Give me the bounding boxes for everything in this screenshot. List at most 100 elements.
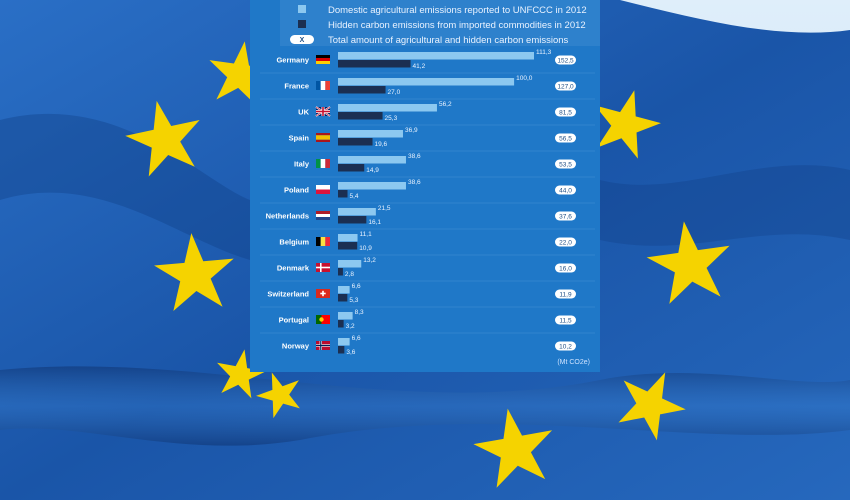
bar-domestic bbox=[338, 52, 534, 60]
value-label-hidden: 16,1 bbox=[368, 219, 381, 226]
legend-swatch-2 bbox=[290, 35, 314, 44]
legend-swatch-1 bbox=[298, 20, 306, 28]
germany-flag-icon bbox=[316, 55, 330, 64]
bar-domestic bbox=[338, 312, 353, 320]
switzerland-flag-icon bbox=[316, 289, 330, 298]
total-label: 10,2 bbox=[559, 343, 572, 350]
value-label-hidden: 10,9 bbox=[359, 245, 372, 252]
category-label: Norway bbox=[282, 342, 310, 351]
total-badge bbox=[555, 159, 576, 169]
bar-hidden bbox=[338, 112, 383, 120]
value-label-hidden: 25,3 bbox=[385, 115, 398, 122]
row-poland: Poland 38,6 5,4 44,0 bbox=[260, 179, 595, 204]
total-label: 81,5 bbox=[559, 109, 572, 116]
row-portugal: Portugal 8,33,2 11,5 bbox=[260, 309, 595, 334]
total-label: 16,0 bbox=[559, 265, 572, 272]
bar-domestic bbox=[338, 260, 362, 268]
value-label-hidden: 5,4 bbox=[350, 193, 359, 200]
bar-domestic bbox=[338, 286, 350, 294]
value-label-domestic: 13,2 bbox=[363, 257, 376, 264]
category-label: France bbox=[284, 82, 309, 91]
bar-hidden bbox=[338, 138, 373, 146]
total-label: 152,5 bbox=[557, 57, 574, 64]
bar-domestic bbox=[338, 156, 406, 164]
bar-hidden bbox=[338, 242, 358, 250]
total-label: 53,5 bbox=[559, 161, 572, 168]
denmark-flag-icon bbox=[316, 263, 330, 272]
row-germany: Germany 111,3 41,2 152,5 bbox=[260, 49, 595, 74]
bar-hidden bbox=[338, 60, 411, 68]
belgium-flag-icon bbox=[316, 237, 330, 246]
total-label: 44,0 bbox=[559, 187, 572, 194]
row-belgium: Belgium 11,1 10,9 22,0 bbox=[260, 231, 595, 256]
value-label-hidden: 2,8 bbox=[345, 271, 354, 278]
bar-hidden bbox=[338, 294, 348, 302]
category-label: UK bbox=[298, 108, 309, 117]
total-badge bbox=[555, 185, 576, 195]
row-netherlands: Netherlands 21,5 16,1 37,6 bbox=[260, 205, 595, 230]
category-label: Spain bbox=[289, 134, 310, 143]
value-label-domestic: 6,6 bbox=[352, 283, 361, 290]
portugal-flag-icon bbox=[316, 315, 330, 324]
value-label-hidden: 14,9 bbox=[366, 167, 379, 174]
value-label-domestic: 8,3 bbox=[355, 309, 364, 316]
value-label-hidden: 3,6 bbox=[346, 349, 355, 356]
norway-flag-icon bbox=[316, 341, 330, 350]
value-label-domestic: 56,2 bbox=[439, 101, 452, 108]
bar-hidden bbox=[338, 268, 343, 276]
category-label: Denmark bbox=[277, 264, 310, 273]
total-label: 56,5 bbox=[559, 135, 572, 142]
emissions-chart: Domestic agricultural emissions reported… bbox=[260, 0, 600, 366]
bar-domestic bbox=[338, 130, 403, 138]
italy-flag-icon bbox=[316, 159, 330, 168]
row-switzerland: Switzerland 6,6 5,3 11,9 bbox=[260, 283, 595, 308]
value-label-domestic: 111,3 bbox=[536, 49, 552, 56]
legend-label-0: Domestic agricultural emissions reported… bbox=[328, 5, 587, 16]
category-label: Switzerland bbox=[267, 290, 309, 299]
value-label-domestic: 6,6 bbox=[352, 335, 361, 342]
value-label-hidden: 27,0 bbox=[388, 89, 401, 96]
bar-domestic bbox=[338, 78, 515, 86]
spain-flag-icon bbox=[316, 133, 330, 142]
bar-hidden bbox=[338, 190, 348, 198]
category-label: Belgium bbox=[279, 238, 309, 247]
bar-hidden bbox=[338, 216, 367, 224]
france-flag-icon bbox=[316, 81, 330, 90]
bar-hidden bbox=[338, 320, 344, 328]
category-label: Netherlands bbox=[266, 212, 309, 221]
bar-hidden bbox=[338, 164, 365, 172]
total-badge bbox=[555, 315, 576, 325]
row-italy: Italy 38,6 14,9 53,5 bbox=[260, 153, 595, 178]
row-norway: Norway 6,6 3,6 10,2 bbox=[282, 335, 576, 356]
bar-hidden bbox=[338, 86, 386, 94]
value-label-hidden: 5,3 bbox=[349, 297, 358, 304]
total-label: 127,0 bbox=[557, 83, 574, 90]
bar-domestic bbox=[338, 104, 437, 112]
unit-label: (Mt CO2e) bbox=[557, 359, 590, 366]
value-label-domestic: 38,6 bbox=[408, 179, 421, 186]
total-badge bbox=[555, 237, 576, 247]
bar-domestic bbox=[338, 182, 406, 190]
total-label: 11,5 bbox=[559, 317, 572, 324]
legend-background bbox=[280, 0, 600, 46]
row-uk: UK 56,2 25,3 81,5 bbox=[260, 101, 595, 126]
legend-swatch-0 bbox=[298, 5, 306, 13]
value-label-domestic: 11,1 bbox=[360, 231, 373, 238]
total-badge bbox=[555, 55, 576, 65]
row-spain: Spain 36,9 19,6 56,5 bbox=[260, 127, 595, 152]
total-label: 22,0 bbox=[559, 239, 572, 246]
value-label-domestic: 38,6 bbox=[408, 153, 421, 160]
total-badge bbox=[555, 81, 576, 91]
total-badge bbox=[555, 211, 576, 221]
uk-flag-icon bbox=[315, 106, 331, 117]
value-label-domestic: 36,9 bbox=[405, 127, 418, 134]
category-label: Germany bbox=[276, 56, 309, 65]
total-label: 37,6 bbox=[559, 213, 572, 220]
row-france: France 100,0 27,0 127,0 bbox=[260, 75, 595, 100]
legend-marker-2: X bbox=[300, 37, 305, 44]
category-label: Poland bbox=[284, 186, 309, 195]
total-badge bbox=[555, 107, 576, 117]
chart-panel bbox=[250, 0, 600, 372]
legend-label-2: Total amount of agricultural and hidden … bbox=[328, 35, 569, 46]
netherlands-flag-icon bbox=[316, 211, 330, 220]
